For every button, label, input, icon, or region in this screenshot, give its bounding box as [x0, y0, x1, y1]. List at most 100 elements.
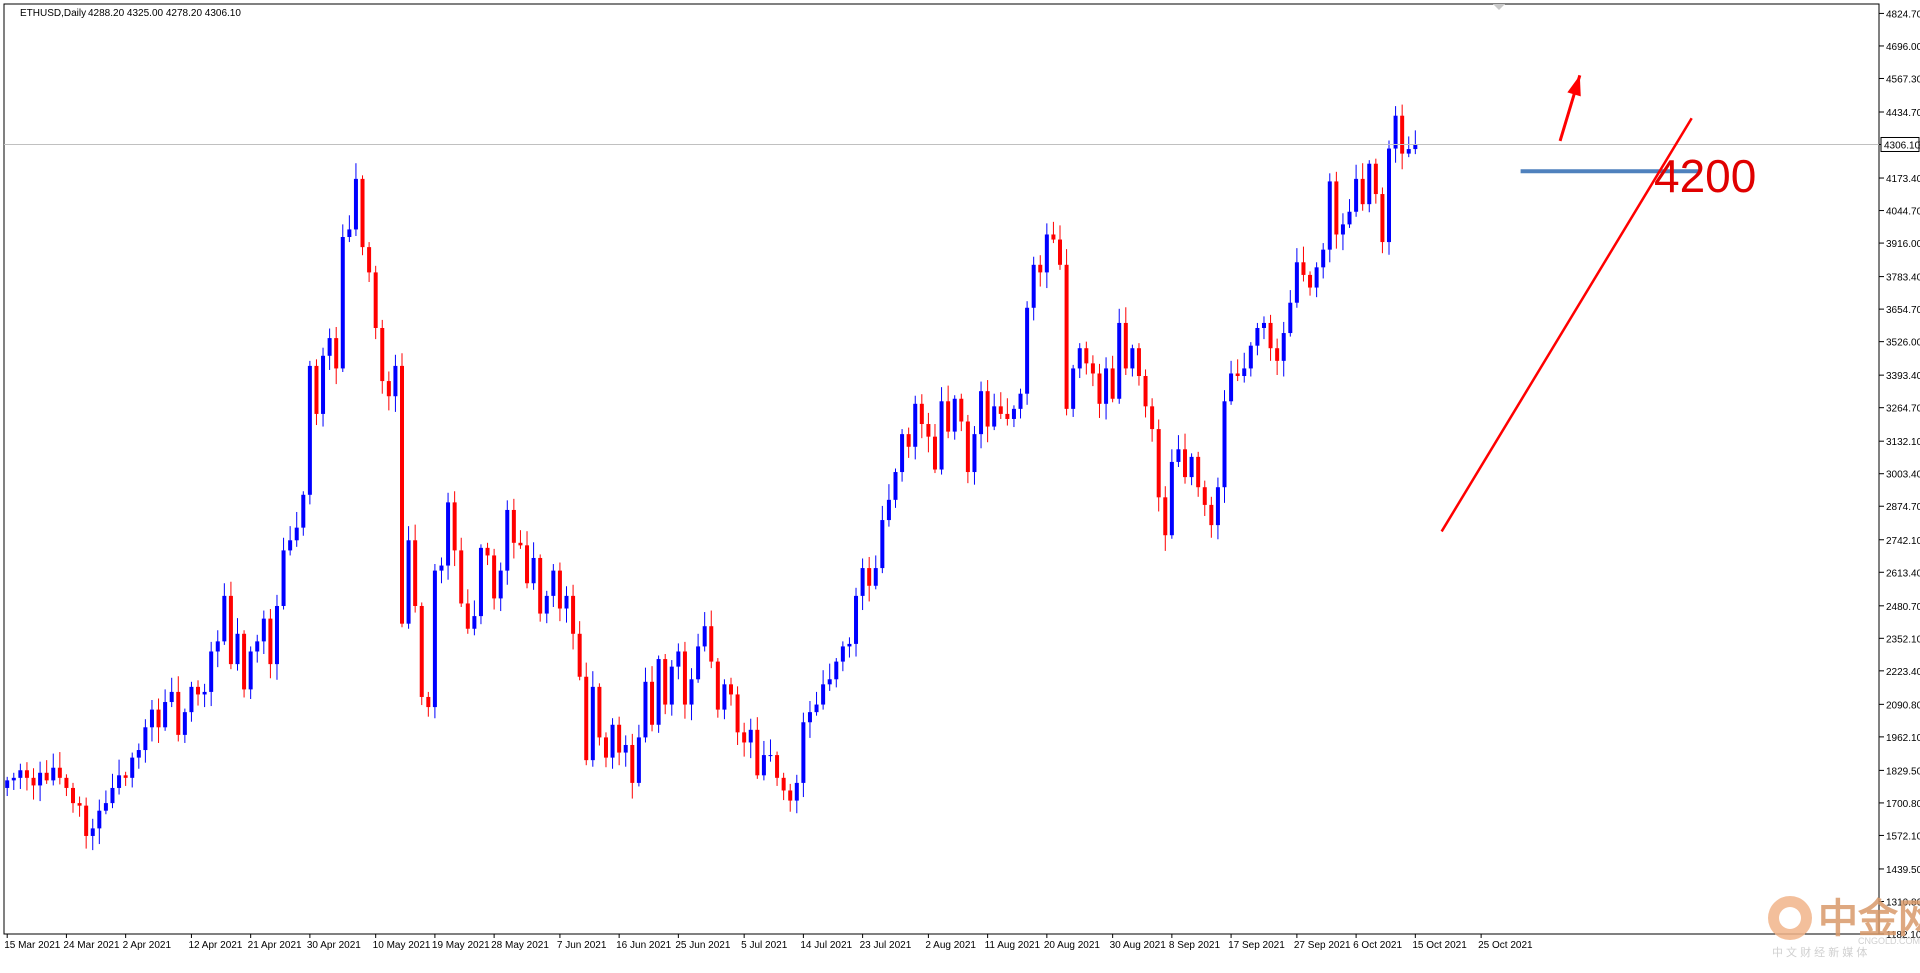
candle [1327, 173, 1332, 263]
candle-body [630, 744, 635, 783]
candle-body [1268, 322, 1273, 349]
candle-body [1011, 408, 1016, 419]
candle [1169, 449, 1174, 539]
candle-body [215, 641, 220, 652]
candle-body [439, 565, 444, 571]
candle-body [1354, 178, 1359, 212]
candle-body [900, 434, 905, 473]
candle [946, 385, 951, 439]
x-tick-label: 11 Aug 2021 [985, 940, 1041, 951]
candle-body [301, 494, 306, 528]
candle-body [242, 633, 247, 690]
candle [972, 426, 977, 485]
y-tick-label: 1962.10 [1886, 733, 1920, 744]
candle-body [946, 401, 951, 432]
candle-body [926, 424, 931, 437]
candle-body [696, 646, 701, 680]
candle-body [1071, 368, 1076, 409]
candle [459, 537, 464, 608]
annotations [4, 74, 1879, 533]
candle [373, 265, 378, 340]
candle-body [498, 570, 503, 599]
candle [715, 658, 720, 718]
x-tick-label: 2 Apr 2021 [123, 940, 172, 951]
watermark-brand: 中金网 [1818, 896, 1920, 941]
watermark-logo-inner-icon [1779, 907, 1801, 929]
level-label: 4200 [1654, 150, 1756, 202]
candle [97, 799, 102, 845]
candle-body [57, 767, 62, 778]
candle-body [840, 646, 845, 662]
candle [1248, 342, 1253, 377]
x-tick-label: 15 Oct 2021 [1412, 940, 1467, 951]
candle [939, 387, 944, 475]
candle [492, 548, 497, 610]
candle [1071, 364, 1076, 417]
candle [196, 680, 201, 706]
candle-body [274, 605, 279, 665]
candle [755, 717, 760, 779]
candle [1117, 308, 1122, 404]
candle-body [261, 618, 266, 642]
candle-body [748, 729, 753, 743]
candle [781, 772, 786, 801]
candle-body [603, 737, 608, 758]
candle [932, 424, 937, 474]
candle-body [722, 684, 727, 710]
candle [603, 732, 608, 768]
candle [775, 751, 780, 786]
candle [1294, 248, 1299, 308]
candle [1367, 160, 1372, 213]
candle [44, 760, 49, 784]
candle-body [985, 391, 990, 427]
candle-body [1058, 239, 1062, 265]
candle-body [209, 651, 214, 692]
candle [597, 683, 602, 746]
ohlc-readout: 4288.20 4325.00 4278.20 4306.10 [88, 8, 241, 19]
y-tick-label: 4696.00 [1886, 42, 1920, 53]
candle [386, 371, 391, 411]
candle [393, 354, 398, 412]
candle-body [1183, 449, 1188, 478]
x-tick-label: 27 Sep 2021 [1294, 940, 1351, 951]
y-tick-label: 3526.00 [1886, 338, 1920, 349]
candle [110, 773, 115, 809]
candle [650, 666, 655, 732]
candle [77, 796, 82, 817]
candle [334, 326, 339, 385]
candle [617, 716, 622, 766]
candle [360, 175, 365, 256]
candle-body [321, 355, 326, 414]
candle-body [31, 777, 36, 786]
candle-body [1294, 262, 1299, 303]
y-tick-label: 2613.40 [1886, 568, 1920, 579]
candle-body [110, 787, 115, 804]
candle [1051, 221, 1056, 244]
candle [630, 733, 635, 799]
candle [959, 393, 964, 432]
candle [222, 583, 227, 645]
candle-body [360, 178, 365, 248]
candle [748, 718, 753, 759]
candle-body [1123, 322, 1128, 369]
candle-body [393, 365, 398, 397]
candle-body [1281, 333, 1286, 361]
candle-body [590, 686, 595, 761]
y-tick-label: 3654.70 [1886, 305, 1920, 316]
y-tick-label: 3003.40 [1886, 470, 1920, 481]
candle-body [505, 509, 510, 571]
candle [18, 763, 23, 789]
candle [432, 564, 437, 719]
x-tick-label: 25 Jun 2021 [675, 940, 730, 951]
candle [1387, 140, 1391, 255]
candle [1400, 104, 1405, 170]
candle [860, 558, 865, 611]
candle [557, 562, 562, 622]
candle-body [182, 712, 187, 735]
y-tick-label: 4044.70 [1886, 207, 1920, 218]
candle-body [1308, 274, 1313, 288]
candle [735, 686, 740, 745]
candle [31, 768, 36, 800]
candle-body [373, 272, 378, 328]
candle [854, 587, 859, 657]
